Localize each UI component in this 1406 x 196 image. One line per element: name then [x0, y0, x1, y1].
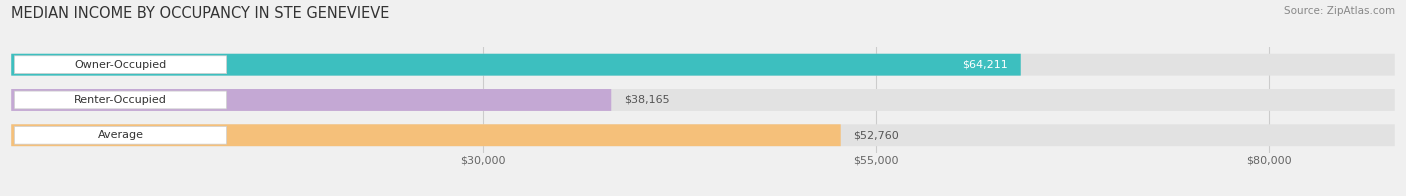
Text: Average: Average [97, 130, 143, 140]
FancyBboxPatch shape [11, 124, 1395, 146]
FancyBboxPatch shape [14, 56, 226, 74]
Text: Source: ZipAtlas.com: Source: ZipAtlas.com [1284, 6, 1395, 16]
Text: $38,165: $38,165 [624, 95, 669, 105]
Text: $52,760: $52,760 [853, 130, 898, 140]
Text: $64,211: $64,211 [963, 60, 1008, 70]
FancyBboxPatch shape [14, 91, 226, 109]
Text: MEDIAN INCOME BY OCCUPANCY IN STE GENEVIEVE: MEDIAN INCOME BY OCCUPANCY IN STE GENEVI… [11, 6, 389, 21]
FancyBboxPatch shape [11, 54, 1021, 76]
FancyBboxPatch shape [11, 54, 1395, 76]
Text: Owner-Occupied: Owner-Occupied [75, 60, 167, 70]
FancyBboxPatch shape [11, 124, 841, 146]
Text: Renter-Occupied: Renter-Occupied [75, 95, 167, 105]
FancyBboxPatch shape [11, 89, 612, 111]
FancyBboxPatch shape [11, 89, 1395, 111]
FancyBboxPatch shape [14, 126, 226, 144]
